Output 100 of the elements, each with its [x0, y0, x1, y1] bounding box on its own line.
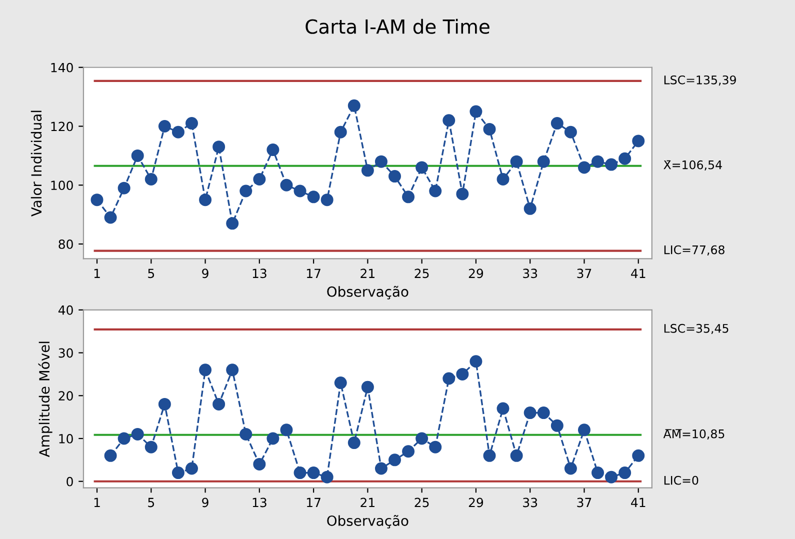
point	[307, 466, 320, 480]
x-axis-title: Observação	[327, 514, 408, 528]
point	[442, 114, 456, 127]
point	[388, 170, 402, 183]
point	[266, 144, 280, 156]
y-tick-label: 0	[66, 476, 73, 486]
point	[592, 466, 604, 480]
point	[524, 406, 536, 420]
x-tick-label: 5	[148, 498, 154, 508]
y-tick-label: 40	[58, 305, 73, 315]
point	[131, 149, 144, 162]
point	[240, 184, 252, 198]
point	[374, 155, 388, 168]
point	[361, 380, 374, 394]
point	[253, 172, 266, 186]
y-tick-label: 140	[51, 62, 73, 72]
point	[402, 190, 415, 204]
point	[470, 355, 482, 368]
point	[402, 445, 415, 458]
x-tick-label: 37	[577, 498, 592, 508]
point	[334, 376, 347, 390]
point	[361, 164, 374, 177]
x-tick-label: 21	[360, 268, 374, 278]
point	[118, 182, 130, 194]
point	[605, 158, 618, 171]
x-tick-label: 1	[94, 498, 100, 508]
point	[226, 217, 239, 230]
y-tick-label: 30	[58, 348, 73, 358]
x-tick-label: 13	[252, 498, 266, 508]
point	[483, 449, 496, 462]
point	[144, 172, 158, 186]
point	[416, 161, 428, 174]
y-axis-title: Valor Individual	[30, 110, 42, 216]
x-tick-label: 29	[468, 498, 484, 508]
point	[320, 470, 334, 484]
point	[429, 184, 442, 198]
point	[144, 440, 158, 454]
point	[172, 126, 184, 138]
point	[456, 188, 469, 200]
x-tick-label: 21	[360, 498, 374, 508]
point	[632, 449, 645, 462]
point	[280, 424, 293, 436]
point	[429, 440, 442, 454]
point	[348, 436, 360, 450]
point	[240, 428, 252, 440]
y-tick-label: 100	[51, 180, 73, 190]
x-tick-label: 17	[306, 268, 320, 278]
point	[320, 194, 334, 206]
y-tick-label: 10	[59, 434, 73, 444]
point	[104, 211, 117, 224]
y-axis-title: Amplitude Móvel	[38, 342, 52, 458]
point	[416, 432, 428, 445]
point	[496, 402, 510, 415]
x-tick-label: 5	[148, 268, 154, 278]
point	[470, 105, 482, 118]
point	[632, 134, 645, 148]
x-tick-label: 33	[523, 498, 538, 508]
ref-line-label: LIC=0	[664, 476, 698, 485]
x-tick-label: 13	[252, 268, 266, 278]
x-tick-label: 9	[202, 498, 208, 508]
point	[374, 462, 388, 475]
point	[131, 428, 144, 440]
point	[334, 126, 347, 138]
point	[118, 432, 130, 445]
y-tick-label: 80	[58, 239, 73, 249]
point	[578, 424, 590, 436]
x-tick-label: 25	[414, 498, 429, 508]
point	[294, 466, 306, 480]
ref-line-label: LIC=77,68	[664, 245, 724, 256]
point	[158, 398, 171, 410]
point	[456, 368, 469, 380]
x-tick-label: 9	[202, 268, 208, 278]
point	[307, 190, 320, 204]
point	[537, 155, 550, 168]
point	[185, 117, 198, 130]
x-tick-label: 1	[94, 268, 100, 278]
point	[185, 462, 198, 475]
point	[294, 184, 306, 198]
point	[104, 449, 117, 462]
point	[592, 155, 604, 168]
x-tick-label: 37	[577, 268, 592, 278]
point	[578, 161, 590, 174]
point	[199, 194, 212, 206]
point	[90, 194, 104, 206]
point	[605, 470, 618, 484]
point	[564, 462, 577, 475]
x-tick-label: 25	[414, 268, 429, 278]
ref-line-label: A̅M̅=10,85	[663, 429, 724, 440]
point	[348, 99, 360, 112]
x-tick-label: 29	[468, 268, 484, 278]
point	[537, 406, 550, 420]
point	[253, 458, 266, 470]
point	[510, 155, 523, 168]
chart-title: Carta I-AM de Time	[306, 18, 490, 34]
point	[266, 432, 280, 445]
point	[212, 140, 226, 154]
point	[442, 372, 456, 385]
point	[158, 120, 171, 132]
point	[483, 122, 496, 136]
point	[172, 466, 184, 480]
